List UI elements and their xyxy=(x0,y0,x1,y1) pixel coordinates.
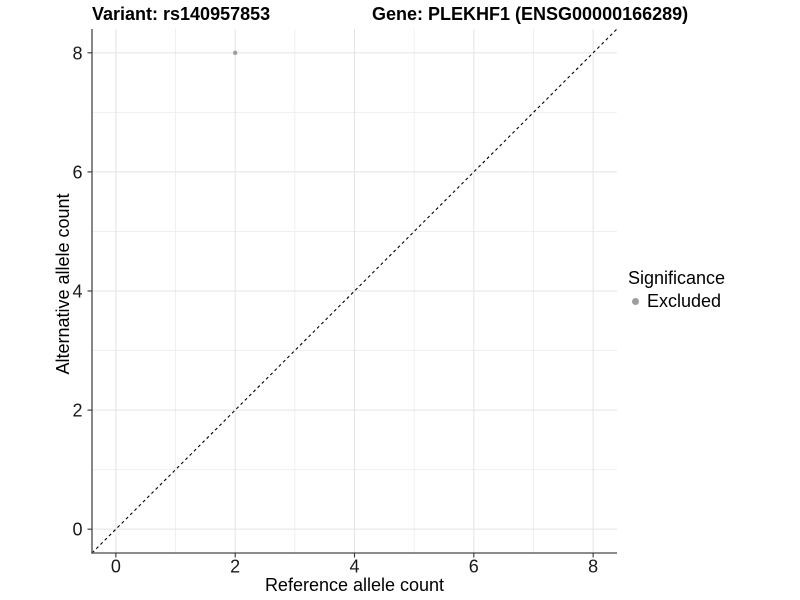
legend: Significance Excluded xyxy=(628,267,725,312)
y-tick-label: 4 xyxy=(72,282,82,302)
excluded-point-icon xyxy=(632,297,639,305)
y-tick-label: 0 xyxy=(72,520,82,540)
y-tick-label: 2 xyxy=(72,401,82,421)
x-tick-label: 2 xyxy=(230,557,240,577)
y-tick-label: 8 xyxy=(72,43,82,63)
legend-item-label: Excluded xyxy=(647,291,722,311)
x-tick-label: 0 xyxy=(111,557,121,577)
y-axis-title: Alternative allele count xyxy=(53,193,73,375)
x-axis-title: Reference allele count xyxy=(264,575,445,595)
gene-title: Gene: PLEKHF1 (ENSG00000166289) xyxy=(372,4,689,24)
legend-title: Significance xyxy=(628,268,726,288)
variant-title: Variant: rs140957853 xyxy=(92,4,271,24)
data-point-excluded xyxy=(232,50,238,56)
legend-item-excluded: Excluded xyxy=(628,290,725,312)
x-tick-label: 4 xyxy=(349,557,359,577)
identity-reference-line xyxy=(91,28,618,554)
y-tick-label: 6 xyxy=(72,162,82,182)
x-tick-label: 8 xyxy=(588,557,598,577)
x-tick-label: 6 xyxy=(469,557,479,577)
